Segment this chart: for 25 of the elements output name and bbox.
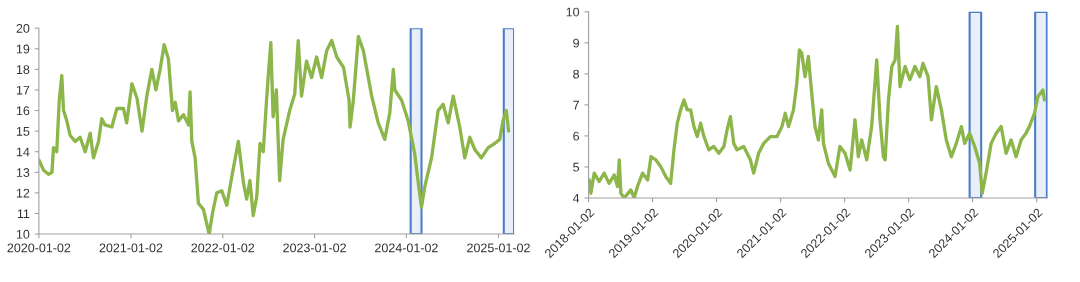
y-tick-label: 13 xyxy=(16,168,30,177)
x-tick-label: 2025-01-02 xyxy=(467,243,530,253)
y-tick-label: 6 xyxy=(573,131,580,141)
y-tick-label: 18 xyxy=(16,65,30,75)
y-tick-label: 20 xyxy=(16,24,30,33)
x-tick-label: 2020-01-02 xyxy=(7,243,71,253)
x-tick-label: 2022-01-02 xyxy=(191,243,255,253)
y-tick-label: 8 xyxy=(573,69,580,79)
y-tick-label: 7 xyxy=(573,100,579,110)
x-tick-label: 2024-01-02 xyxy=(375,243,438,253)
y-tick-label: 14 xyxy=(16,147,30,157)
y-tick-label: 10 xyxy=(16,229,30,239)
y-tick-label: 10 xyxy=(566,7,580,17)
y-tick-label: 5 xyxy=(573,162,580,172)
line-series xyxy=(38,34,511,235)
y-tick-label: 4 xyxy=(572,193,580,203)
y-tick-label: 19 xyxy=(16,44,30,54)
y-tick-label: 17 xyxy=(16,85,30,95)
y-tick-label: 12 xyxy=(16,188,30,198)
y-tick-label: 15 xyxy=(16,127,30,136)
x-tick-label: 2023-01-02 xyxy=(283,243,346,253)
y-tick-label: 9 xyxy=(573,38,579,48)
x-tick-label: 2021-01-02 xyxy=(99,243,163,253)
y-tick-label: 11 xyxy=(17,209,30,218)
y-tick-label: 16 xyxy=(16,106,30,116)
